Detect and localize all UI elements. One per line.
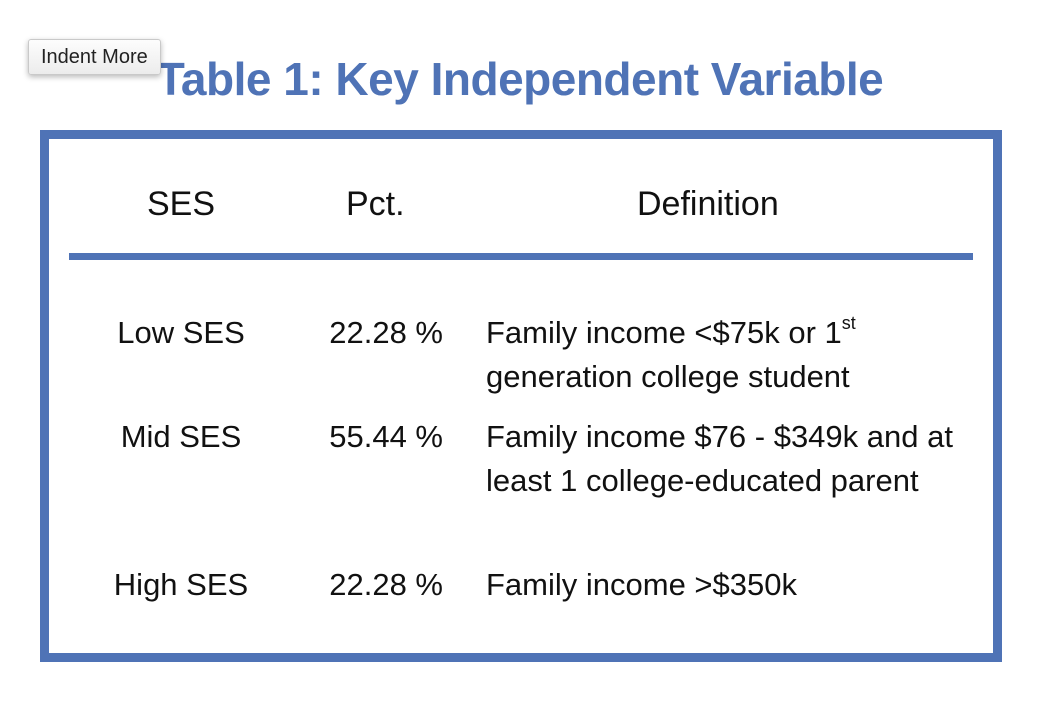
row-mid-ses-label: Mid SES bbox=[120, 419, 242, 454]
header-definition: Definition bbox=[637, 185, 779, 223]
row-mid-ses-pct: 55.44 % bbox=[329, 419, 443, 454]
row-high-ses-pct: 22.28 % bbox=[329, 567, 443, 602]
row-mid-ses-definition: Family income $76 - $349k and at least 1… bbox=[486, 419, 953, 498]
header-pct: Pct. bbox=[346, 185, 405, 223]
header-ses: SES bbox=[147, 185, 216, 223]
indent-more-button[interactable]: Indent More bbox=[28, 39, 161, 75]
row-low-ses-definition-text-2: generation college student bbox=[486, 359, 850, 394]
table-frame: SES Pct. Definition Low SES 22.28 % Fami… bbox=[40, 130, 1002, 662]
slide-title: Table 1: Key Independent Variable bbox=[156, 53, 884, 105]
row-high-ses-label: High SES bbox=[113, 567, 249, 602]
header-divider bbox=[69, 253, 973, 260]
row-low-ses-definition-sup: st bbox=[841, 313, 856, 333]
row-low-ses-definition: Family income <$75k or 1st generation co… bbox=[486, 311, 986, 399]
row-low-ses-definition-text: Family income <$75k or 1 bbox=[486, 315, 842, 350]
row-low-ses-pct: 22.28 % bbox=[329, 315, 443, 350]
row-low-ses-label: Low SES bbox=[117, 315, 245, 350]
row-high-ses-definition: Family income >$350k bbox=[486, 567, 797, 602]
